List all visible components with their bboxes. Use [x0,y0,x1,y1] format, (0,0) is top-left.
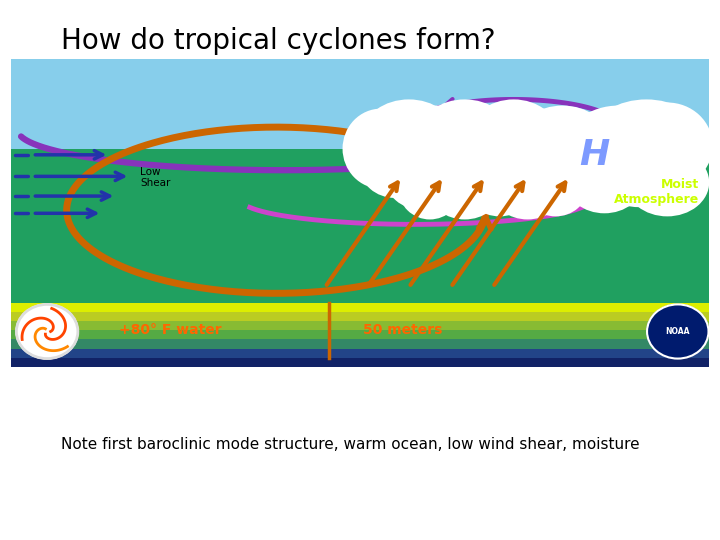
Ellipse shape [492,164,562,219]
Ellipse shape [524,161,587,217]
Text: +80° F water: +80° F water [119,323,222,338]
Ellipse shape [451,105,535,186]
Ellipse shape [587,133,664,195]
Ellipse shape [395,106,479,179]
Bar [11,340,709,349]
Bar [11,59,709,149]
Text: Moist
Atmosphere: Moist Atmosphere [613,178,698,206]
Text: Note first baroclinic mode structure, warm ocean, low wind shear, moisture: Note first baroclinic mode structure, wa… [61,437,640,453]
Text: H: H [579,138,609,172]
Bar [11,302,709,312]
Ellipse shape [384,143,462,210]
Bar [11,321,709,330]
Ellipse shape [622,103,713,188]
Ellipse shape [398,158,462,219]
Ellipse shape [430,164,500,219]
Ellipse shape [545,112,622,186]
Ellipse shape [500,109,583,188]
Bar [11,330,709,340]
Ellipse shape [594,99,698,167]
Text: How do tropical cyclones form?: How do tropical cyclones form? [61,27,496,55]
Ellipse shape [360,137,430,198]
Ellipse shape [594,146,685,207]
Ellipse shape [559,121,650,188]
Text: Low
Shear: Low Shear [140,167,171,188]
Bar [11,349,709,358]
Circle shape [647,305,708,359]
Ellipse shape [626,148,709,217]
Ellipse shape [343,109,419,188]
Ellipse shape [566,152,643,213]
Ellipse shape [496,136,573,204]
Ellipse shape [441,139,517,207]
Circle shape [17,305,78,359]
Ellipse shape [465,133,549,195]
Ellipse shape [468,99,559,173]
Bar [11,312,709,321]
Text: NOAA: NOAA [665,327,690,336]
Ellipse shape [517,106,608,173]
Ellipse shape [590,121,688,188]
Ellipse shape [419,99,510,167]
Ellipse shape [364,99,454,167]
Ellipse shape [413,133,489,195]
Bar [11,358,709,367]
Ellipse shape [566,105,671,186]
Ellipse shape [538,136,615,204]
Ellipse shape [513,130,598,192]
Ellipse shape [465,155,535,217]
Text: 50 meters: 50 meters [364,323,443,338]
Ellipse shape [562,148,632,204]
Bar [11,148,709,302]
